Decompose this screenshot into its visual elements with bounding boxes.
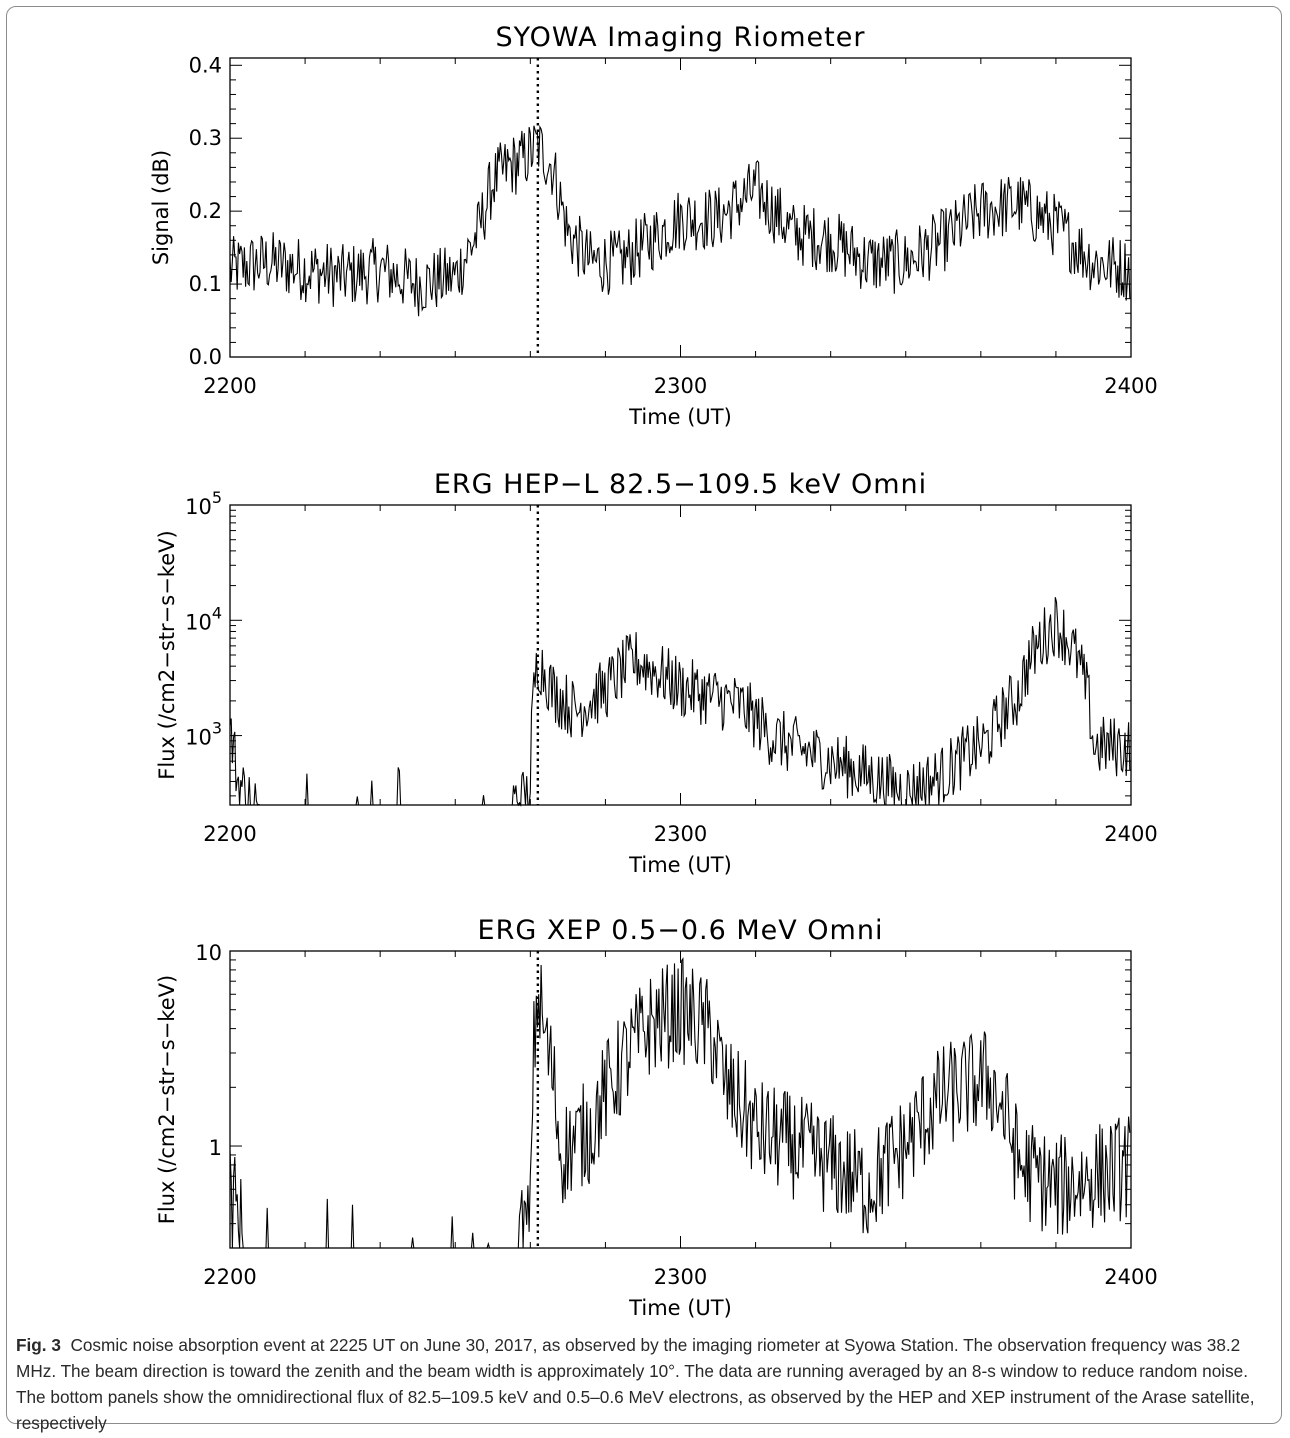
plot-frame xyxy=(229,504,1132,806)
x-axis-label: Time (UT) xyxy=(628,853,732,877)
x-axis-label: Time (UT) xyxy=(628,1296,732,1320)
x-tick-label: 2400 xyxy=(1104,374,1157,398)
y-tick-label: 103 xyxy=(185,719,222,750)
series-line xyxy=(229,124,1131,317)
y-tick-label: 0.1 xyxy=(189,272,222,296)
y-tick-label: 105 xyxy=(185,488,222,519)
x-tick-label: 2400 xyxy=(1104,822,1157,846)
x-tick-label: 2200 xyxy=(203,1265,256,1289)
y-axis-label: Flux (/cm2−str−s−keV) xyxy=(155,530,179,779)
riometer-panel: 2200 2300 2400 0.0 0.1 0.2 0.3 0.4 SYOWA Imaging… xyxy=(149,22,1158,429)
y-tick-label: 0.2 xyxy=(189,199,222,223)
y-tick-label: 0.4 xyxy=(189,53,222,77)
caption-label: Fig. 3 xyxy=(16,1335,61,1355)
y-axis-label: Signal (dB) xyxy=(149,150,173,265)
x-tick-label: 2300 xyxy=(654,822,707,846)
panel-title: ERG HEP−L 82.5−109.5 keV Omni xyxy=(434,469,927,500)
y-tick-label: 104 xyxy=(185,603,222,634)
x-tick-label: 2200 xyxy=(203,822,256,846)
panel-title: ERG XEP 0.5−0.6 MeV Omni xyxy=(478,915,884,946)
figure-frame xyxy=(6,6,1282,1424)
panel-title: SYOWA Imaging Riometer xyxy=(496,22,866,53)
figure-canvas: 2200 2300 2400 0.0 0.1 0.2 0.3 0.4 SYOWA Imaging… xyxy=(149,22,1158,1320)
caption-text: Cosmic noise absorption event at 2225 UT… xyxy=(16,1335,1255,1433)
y-tick-label: 0.0 xyxy=(189,345,222,369)
series-line xyxy=(229,597,1131,808)
figure-caption: Fig. 3 Cosmic noise absorption event at … xyxy=(16,1332,1274,1436)
x-tick-label: 2300 xyxy=(654,1265,707,1289)
y-axis-label: Flux (/cm2−str−s−keV) xyxy=(155,975,179,1224)
y-tick-label: 10 xyxy=(195,941,222,965)
x-axis-label: Time (UT) xyxy=(628,405,732,429)
y-tick-label: 1 xyxy=(209,1136,222,1160)
xep-flux-panel: 2200 2300 2400 1 10 ERG XEP 0.5−0.6 MeV Omni T… xyxy=(155,915,1158,1320)
x-tick-label: 2200 xyxy=(203,374,256,398)
y-tick-label: 0.3 xyxy=(189,126,222,150)
x-tick-label: 2300 xyxy=(654,374,707,398)
x-tick-label: 2400 xyxy=(1104,1265,1157,1289)
hep-flux-panel: 2200 2300 2400 103 104 105 ERG HEP−L 82.5−109.… xyxy=(155,469,1158,877)
series-line xyxy=(229,957,1131,1249)
